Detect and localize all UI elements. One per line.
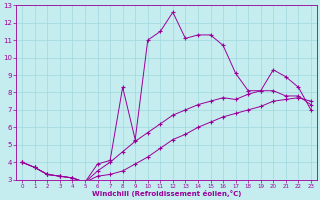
X-axis label: Windchill (Refroidissement éolien,°C): Windchill (Refroidissement éolien,°C) [92, 190, 241, 197]
